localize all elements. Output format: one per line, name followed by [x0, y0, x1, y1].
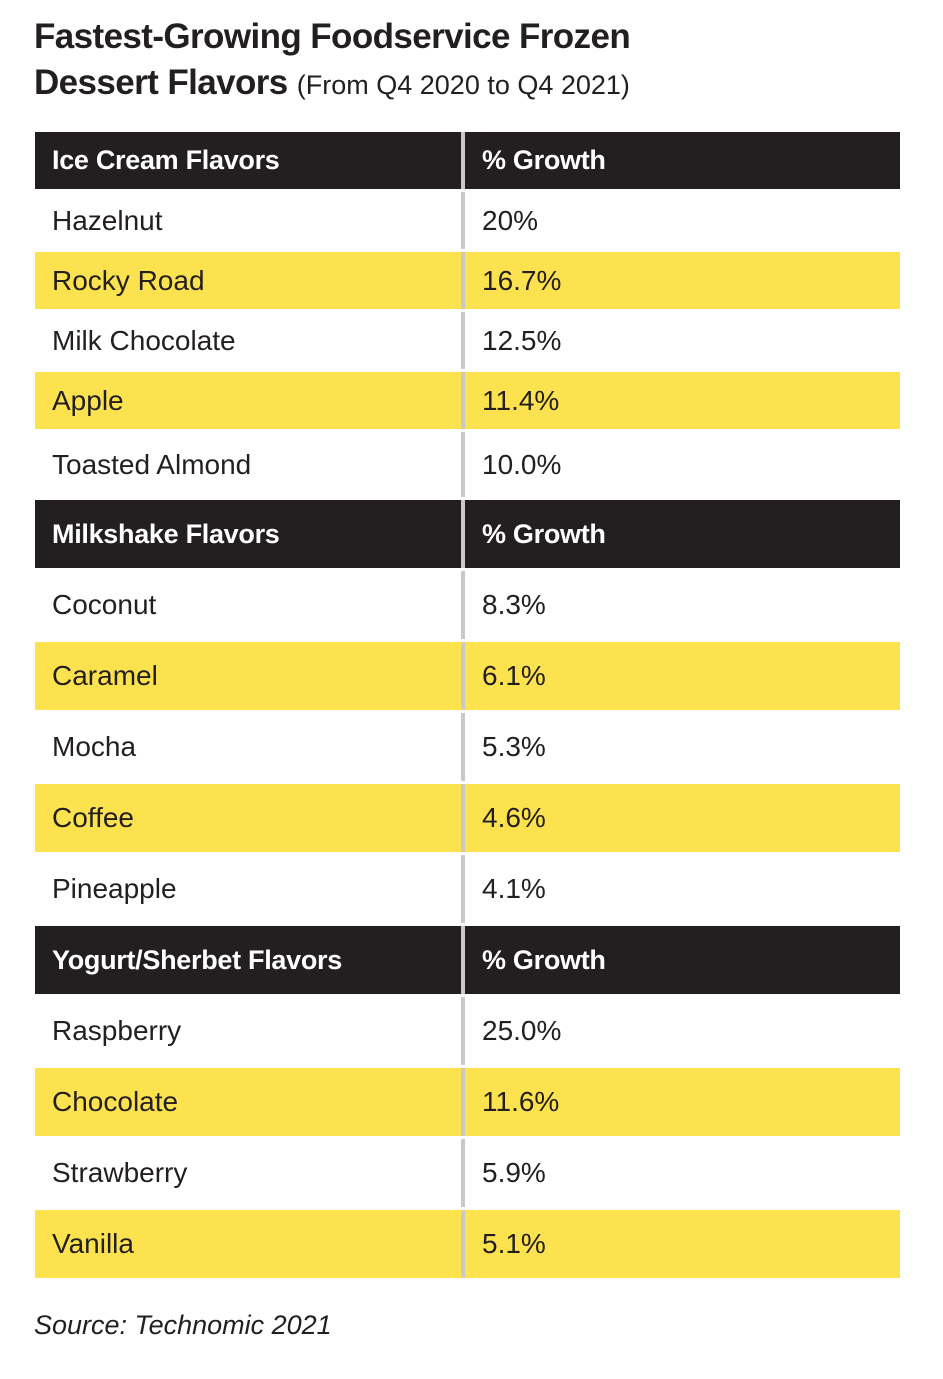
growth-cell: 6.1%	[482, 660, 546, 691]
section-header-milkshake: Milkshake Flavors % Growth	[35, 500, 900, 568]
table-row: Apple 11.4%	[35, 372, 900, 429]
flavor-cell: Caramel	[35, 642, 465, 710]
growth-cell: 25.0%	[482, 1015, 562, 1046]
page-title: Fastest-Growing Foodservice Frozen Desse…	[34, 14, 914, 108]
growth-cell: 5.1%	[482, 1228, 546, 1259]
growth-cell: 8.3%	[482, 589, 546, 620]
flavor-cell: Toasted Almond	[35, 432, 465, 497]
growth-cell: 10.0%	[482, 448, 562, 480]
growth-cell: 4.1%	[482, 873, 546, 904]
flavor-cell: Pineapple	[35, 855, 465, 923]
growth-cell: 5.9%	[482, 1157, 546, 1188]
table-row: Hazelnut 20%	[35, 192, 900, 249]
title-subtitle: (From Q4 2020 to Q4 2021)	[296, 70, 630, 100]
growth-cell: 11.6%	[482, 1086, 560, 1117]
growth-cell: 20%	[482, 204, 539, 236]
growth-cell: 16.7%	[482, 264, 562, 296]
table-row: Milk Chocolate 12.5%	[35, 312, 900, 369]
flavor-cell: Coconut	[35, 571, 465, 639]
flavor-cell: Hazelnut	[35, 192, 465, 249]
column-header-flavor: Yogurt/Sherbet Flavors	[35, 926, 465, 994]
growth-cell: 5.3%	[482, 731, 546, 762]
section-header-yogurt-sherbet: Yogurt/Sherbet Flavors % Growth	[35, 926, 900, 994]
table-row: Pineapple 4.1%	[35, 855, 900, 923]
table-row: Toasted Almond 10.0%	[35, 432, 900, 497]
growth-cell: 11.4%	[482, 384, 560, 416]
column-header-flavor: Milkshake Flavors	[35, 500, 465, 568]
flavor-growth-table: Ice Cream Flavors % Growth Hazelnut 20% …	[35, 132, 900, 1278]
flavor-cell: Raspberry	[35, 997, 465, 1065]
table-row: Coconut 8.3%	[35, 571, 900, 639]
source-citation: Source: Technomic 2021	[34, 1310, 332, 1340]
flavor-cell: Milk Chocolate	[35, 312, 465, 369]
flavor-cell: Mocha	[35, 713, 465, 781]
column-header-growth: % Growth	[482, 944, 606, 975]
table-row: Chocolate 11.6%	[35, 1068, 900, 1136]
title-line2: Dessert Flavors	[34, 63, 288, 102]
table-row: Mocha 5.3%	[35, 713, 900, 781]
flavor-cell: Coffee	[35, 784, 465, 852]
flavor-cell: Chocolate	[35, 1068, 465, 1136]
table-row: Raspberry 25.0%	[35, 997, 900, 1065]
flavor-cell: Apple	[35, 372, 465, 429]
table-row: Vanilla 5.1%	[35, 1210, 900, 1278]
flavor-cell: Strawberry	[35, 1139, 465, 1207]
growth-cell: 4.6%	[482, 802, 546, 833]
growth-cell: 12.5%	[482, 324, 562, 356]
title-line1: Fastest-Growing Foodservice Frozen	[34, 17, 631, 56]
column-header-growth: % Growth	[482, 145, 606, 175]
section-header-ice-cream: Ice Cream Flavors % Growth	[35, 132, 900, 189]
table-row: Coffee 4.6%	[35, 784, 900, 852]
column-header-flavor: Ice Cream Flavors	[35, 132, 465, 189]
column-header-growth: % Growth	[482, 518, 606, 549]
table-row: Rocky Road 16.7%	[35, 252, 900, 309]
table-row: Caramel 6.1%	[35, 642, 900, 710]
table-row: Strawberry 5.9%	[35, 1139, 900, 1207]
flavor-cell: Rocky Road	[35, 252, 465, 309]
flavor-cell: Vanilla	[35, 1210, 465, 1278]
